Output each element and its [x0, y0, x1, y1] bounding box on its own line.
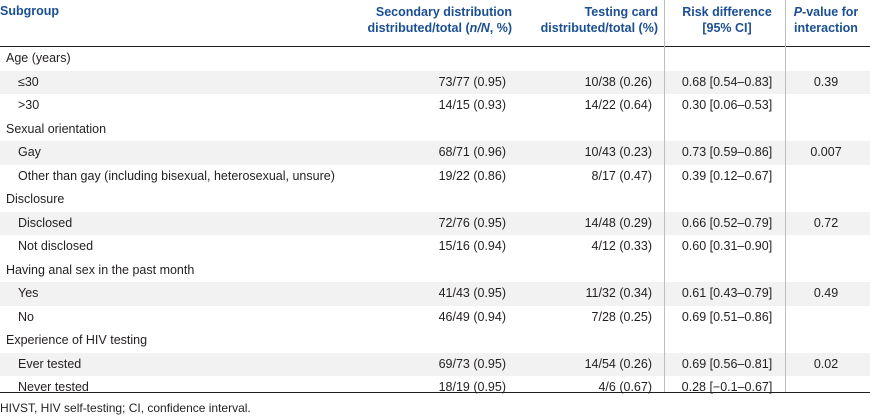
secondary-distribution-value: 14/15 (0.93)	[438, 98, 506, 112]
group-label: Experience of HIV testing	[6, 333, 148, 347]
table-bottom-rule	[0, 392, 870, 393]
p-value: 0.49	[813, 286, 839, 300]
risk-difference-value: 0.28 [−0.1–0.67]	[681, 380, 773, 394]
secondary-distribution-value: 41/43 (0.95)	[438, 286, 506, 300]
risk-difference-value: 0.69 [0.51–0.86]	[681, 309, 773, 324]
secondary-distribution-value: 19/22 (0.86)	[438, 168, 506, 183]
header-testing-card: Testing card distributed/total (%)	[540, 5, 658, 35]
table-row: Other than gay (including bisexual, hete…	[0, 164, 870, 188]
testing-card-value: 7/28 (0.25)	[591, 309, 652, 324]
secondary-distribution-value: 15/16 (0.94)	[438, 239, 506, 253]
header-secondary-distribution: Secondary distribution distributed/total…	[367, 5, 512, 35]
group-header-row: Sexual orientation	[0, 117, 870, 141]
risk-difference-value: 0.68 [0.54–0.83]	[681, 74, 773, 89]
risk-difference-value: 0.30 [0.06–0.53]	[681, 98, 773, 112]
secondary-distribution-value: 69/73 (0.95)	[438, 356, 506, 371]
testing-card-value: 4/6 (0.67)	[598, 380, 652, 394]
table-row: Disclosed 72/76 (0.95) 14/48 (0.29) 0.66 [0…	[0, 211, 870, 235]
table-row: ≤30 73/77 (0.95) 10/38 (0.26) 0.68 [0.54–0.…	[0, 70, 870, 94]
row-label: Never tested	[18, 380, 89, 394]
row-label: Gay	[18, 145, 41, 159]
row-label: Disclosed	[18, 215, 73, 230]
risk-difference-value: 0.60 [0.31–0.90]	[681, 239, 773, 253]
results-table: Subgroup Secondary distribution distribu…	[0, 0, 870, 400]
testing-card-value: 10/43 (0.23)	[584, 145, 652, 159]
row-label: >30	[18, 98, 40, 112]
secondary-distribution-value: 72/76 (0.95)	[438, 215, 506, 230]
testing-card-value: 4/12 (0.33)	[591, 239, 652, 253]
testing-card-value: 11/32 (0.34)	[585, 286, 652, 300]
p-value: 0.02	[813, 356, 839, 371]
group-header-row: Age (years)	[0, 47, 870, 71]
group-header-row: Disclosure	[0, 188, 870, 212]
table-row: Never tested 18/19 (0.95) 4/6 (0.67) 0.28 […	[0, 376, 870, 400]
column-divider	[785, 0, 786, 392]
risk-difference-value: 0.61 [0.43–0.79]	[681, 286, 773, 300]
row-label: Not disclosed	[18, 239, 94, 253]
risk-difference-value: 0.39 [0.12–0.67]	[681, 168, 773, 183]
table-row: >30 14/15 (0.93) 14/22 (0.64) 0.30 [0.06–0.…	[0, 94, 870, 118]
risk-difference-value: 0.66 [0.52–0.79]	[681, 215, 773, 230]
table-header: Subgroup Secondary distribution distribu…	[0, 0, 870, 47]
testing-card-value: 14/22 (0.64)	[584, 98, 652, 112]
header-risk-difference: Risk difference [95% CI]	[682, 5, 772, 35]
p-value: 0.007	[810, 145, 842, 159]
row-label: No	[18, 309, 34, 324]
row-label: ≤30	[18, 74, 39, 89]
column-divider	[664, 0, 665, 392]
secondary-distribution-value: 18/19 (0.95)	[438, 380, 506, 394]
table-footnote: HIVST, HIV self-testing; CI, confidence …	[0, 401, 251, 415]
group-header-row: Experience of HIV testing	[0, 329, 870, 353]
secondary-distribution-value: 68/71 (0.96)	[438, 145, 506, 159]
risk-difference-value: 0.69 [0.56–0.81]	[681, 356, 773, 371]
testing-card-value: 10/38 (0.26)	[584, 74, 652, 89]
group-label: Age (years)	[6, 51, 71, 65]
header-p-value: P-value for interaction	[793, 5, 859, 35]
table-row: Ever tested 69/73 (0.95) 14/54 (0.26) 0.69 …	[0, 352, 870, 376]
header-subgroup: Subgroup	[0, 4, 60, 18]
table-body: Age (years) ≤30 73/77 (0.95) 10/38 (0.26) 0.…	[0, 47, 870, 400]
table-row: No 46/49 (0.94) 7/28 (0.25) 0.69 [0.51–0.86…	[0, 305, 870, 329]
p-value: 0.39	[813, 74, 839, 89]
group-label: Disclosure	[6, 192, 65, 206]
risk-difference-value: 0.73 [0.59–0.86]	[681, 145, 773, 159]
row-label: Other than gay (including bisexual, hete…	[18, 168, 335, 183]
testing-card-value: 8/17 (0.47)	[591, 168, 652, 183]
secondary-distribution-value: 73/77 (0.95)	[438, 74, 506, 89]
row-label: Ever tested	[18, 356, 82, 371]
group-label: Sexual orientation	[6, 121, 107, 136]
row-label: Yes	[18, 286, 39, 300]
table-row: Yes 41/43 (0.95) 11/32 (0.34) 0.61 [0.43–0.…	[0, 282, 870, 306]
group-header-row: Having anal sex in the past month	[0, 258, 870, 282]
table-row: Not disclosed 15/16 (0.94) 4/12 (0.33) 0.60…	[0, 235, 870, 259]
p-value: 0.72	[813, 215, 839, 230]
secondary-distribution-value: 46/49 (0.94)	[438, 309, 506, 324]
testing-card-value: 14/54 (0.26)	[584, 356, 652, 371]
testing-card-value: 14/48 (0.29)	[584, 215, 652, 230]
group-label: Having anal sex in the past month	[6, 262, 195, 277]
table-row: Gay 68/71 (0.96) 10/43 (0.23) 0.73 [0.59–0.…	[0, 141, 870, 165]
